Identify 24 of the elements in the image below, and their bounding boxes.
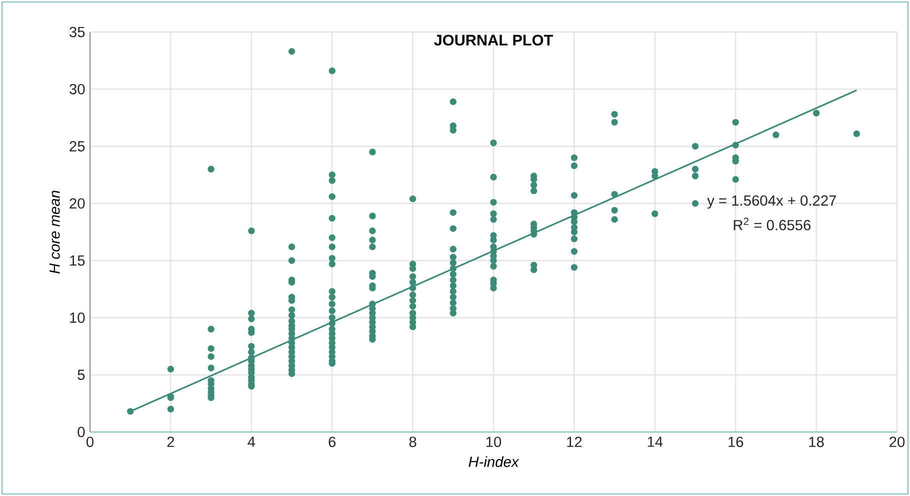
y-tick-label: 0 <box>78 426 85 438</box>
x-tick-label: 12 <box>567 436 582 447</box>
x-tick-label: 2 <box>167 436 174 447</box>
annotation: R$^{2}$ = 0.6556 <box>734 218 811 230</box>
y-tick-label: 25 <box>70 141 85 152</box>
x-tick-label: 18 <box>809 436 824 448</box>
y-tick-label: 10 <box>70 312 85 323</box>
x-tick-label: 14 <box>648 436 663 447</box>
y-axis-title: H core mean <box>50 190 60 274</box>
y-tick-label: 30 <box>70 84 85 94</box>
x-tick-label: 8 <box>409 436 416 448</box>
y-tick-label: 15 <box>70 255 85 266</box>
x-tick-label: 4 <box>248 436 256 447</box>
annotation: y = 1.5604x + 0.227 <box>707 195 836 209</box>
x-axis-title: H-index <box>468 456 520 468</box>
chart-title: JOURNAL PLOT <box>434 34 553 46</box>
x-tick-label: 20 <box>890 436 905 448</box>
y-tick-label: 35 <box>70 26 85 38</box>
y-tick-label: 20 <box>70 198 85 209</box>
x-tick-label: 10 <box>486 436 502 448</box>
x-tick-label: 16 <box>728 436 744 448</box>
x-tick-label: 0 <box>86 436 94 448</box>
x-tick-label: 6 <box>328 436 336 448</box>
y-tick-label: 5 <box>78 370 85 380</box>
